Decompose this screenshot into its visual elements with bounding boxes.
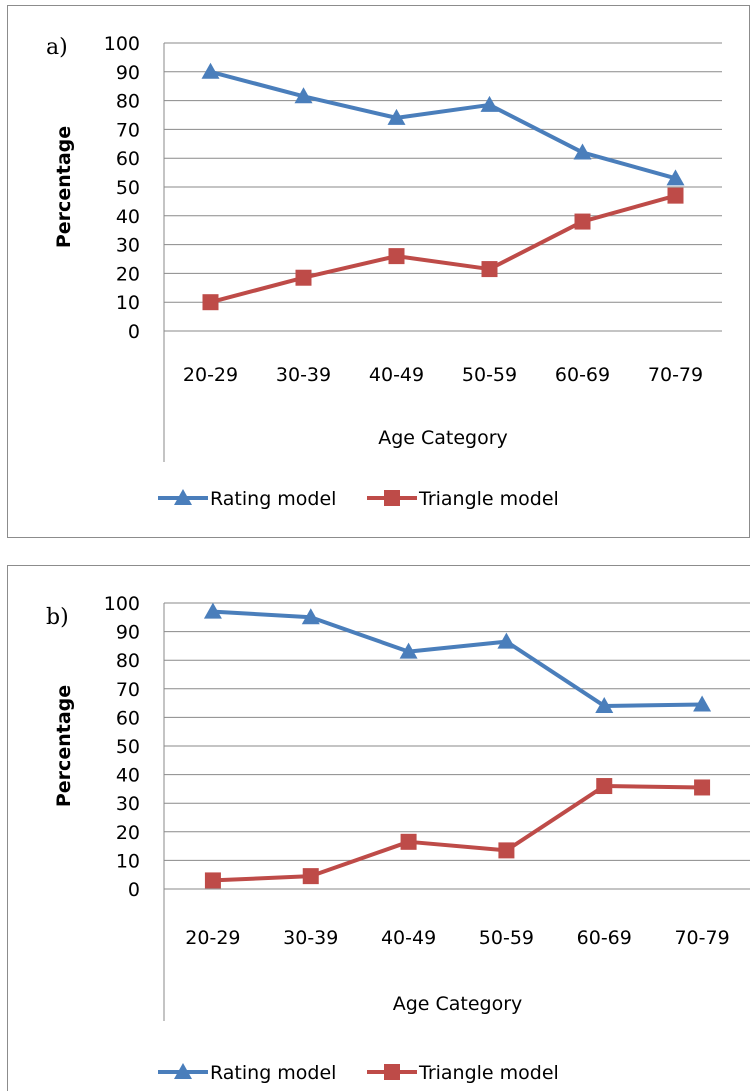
- y-tick-label: 0: [128, 879, 140, 901]
- data-point-rating: [301, 608, 320, 625]
- data-point-triangle: [667, 187, 684, 204]
- data-point-rating: [497, 632, 516, 649]
- legend-marker-square-icon: [384, 1064, 400, 1080]
- panel-label: a): [46, 35, 68, 60]
- data-point-rating: [294, 87, 313, 104]
- data-point-rating: [693, 695, 712, 712]
- chart-panel-b: b) 0 10 20 30 40 50 60 70 80 90 100 20-29 30-39 40-49 5…: [7, 565, 750, 1091]
- y-tick-label: 100: [104, 33, 140, 55]
- x-tick-label: 30-39: [283, 927, 338, 949]
- y-tick-label: 0: [128, 321, 140, 343]
- x-tick-label: 20-29: [185, 927, 240, 949]
- chart-a-svg: a) 0 10 20 30 40 50 60 70 80 90 100 20-29 30-39 40-49 5…: [46, 33, 722, 510]
- y-axis-title: Percentage: [53, 126, 75, 248]
- data-point-rating: [666, 169, 685, 186]
- y-tick-label: 40: [116, 765, 140, 787]
- x-axis-title: Age Category: [378, 427, 508, 449]
- data-point-rating: [387, 108, 406, 125]
- data-point-triangle: [498, 842, 515, 859]
- data-point-triangle: [574, 213, 591, 230]
- y-tick-label: 30: [116, 235, 140, 257]
- y-tick-label: 10: [116, 292, 140, 314]
- legend-entry: Triangle model: [418, 1062, 559, 1084]
- y-tick-label: 90: [116, 622, 140, 644]
- data-point-triangle: [295, 269, 312, 286]
- legend-marker-square-icon: [384, 490, 400, 506]
- legend-marker-triangle-icon: [174, 1063, 192, 1079]
- series-line-rating: [212, 609, 703, 708]
- legend-entry: Rating model: [210, 1062, 336, 1084]
- legend-marker-triangle-icon: [174, 489, 192, 505]
- y-tick-label: 80: [116, 650, 140, 672]
- data-point-rating: [573, 143, 592, 160]
- x-tick-label: 30-39: [276, 364, 331, 386]
- x-tick-label: 20-29: [183, 364, 238, 386]
- x-axis-title: Age Category: [393, 993, 523, 1015]
- data-point-triangle: [302, 868, 319, 885]
- y-tick-label: 20: [116, 822, 140, 844]
- y-tick-label: 60: [116, 707, 140, 729]
- series-line-triangle: [212, 784, 703, 883]
- x-tick-label: 50-59: [462, 364, 517, 386]
- y-tick-label: 10: [116, 850, 140, 872]
- x-tick-label: 70-79: [674, 927, 729, 949]
- x-tick-label: 40-49: [369, 364, 424, 386]
- x-tick-label: 40-49: [381, 927, 436, 949]
- x-tick-label: 50-59: [479, 927, 534, 949]
- y-tick-label: 70: [116, 119, 140, 141]
- y-tick-label: 50: [116, 177, 140, 199]
- data-point-rating: [203, 602, 222, 619]
- data-point-triangle: [400, 833, 417, 850]
- x-tick-label: 60-69: [555, 364, 610, 386]
- data-point-triangle: [694, 779, 711, 796]
- y-tick-label: 60: [116, 148, 140, 170]
- chart-b-svg: b) 0 10 20 30 40 50 60 70 80 90 100 20-29 30-39 40-49 5…: [46, 593, 750, 1084]
- data-point-triangle: [202, 294, 219, 311]
- y-tick-label: 20: [116, 263, 140, 285]
- y-tick-label: 100: [104, 593, 140, 615]
- y-tick-label: 50: [116, 736, 140, 758]
- legend-entry: Rating model: [210, 488, 336, 510]
- y-tick-label: 30: [116, 793, 140, 815]
- data-point-rating: [399, 642, 418, 659]
- data-point-triangle: [596, 778, 613, 795]
- data-point-rating: [595, 696, 614, 713]
- data-point-rating: [201, 62, 220, 79]
- data-point-triangle: [388, 248, 405, 265]
- y-tick-label: 40: [116, 206, 140, 228]
- data-point-triangle: [481, 261, 498, 278]
- legend-entry: Triangle model: [418, 488, 559, 510]
- y-tick-label: 80: [116, 91, 140, 113]
- data-point-triangle: [204, 872, 221, 889]
- series-line-rating: [209, 69, 677, 181]
- series-line-triangle: [209, 193, 677, 305]
- x-tick-label: 60-69: [577, 927, 632, 949]
- panel-label: b): [46, 605, 69, 630]
- y-axis-title: Percentage: [53, 685, 75, 807]
- data-point-rating: [480, 95, 499, 112]
- y-tick-label: 90: [116, 62, 140, 84]
- x-tick-label: 70-79: [648, 364, 703, 386]
- y-tick-label: 70: [116, 679, 140, 701]
- chart-panel-a: a) 0 10 20 30 40 50 60 70 80 90 100 20-29 30-39 40-49 5…: [7, 5, 750, 538]
